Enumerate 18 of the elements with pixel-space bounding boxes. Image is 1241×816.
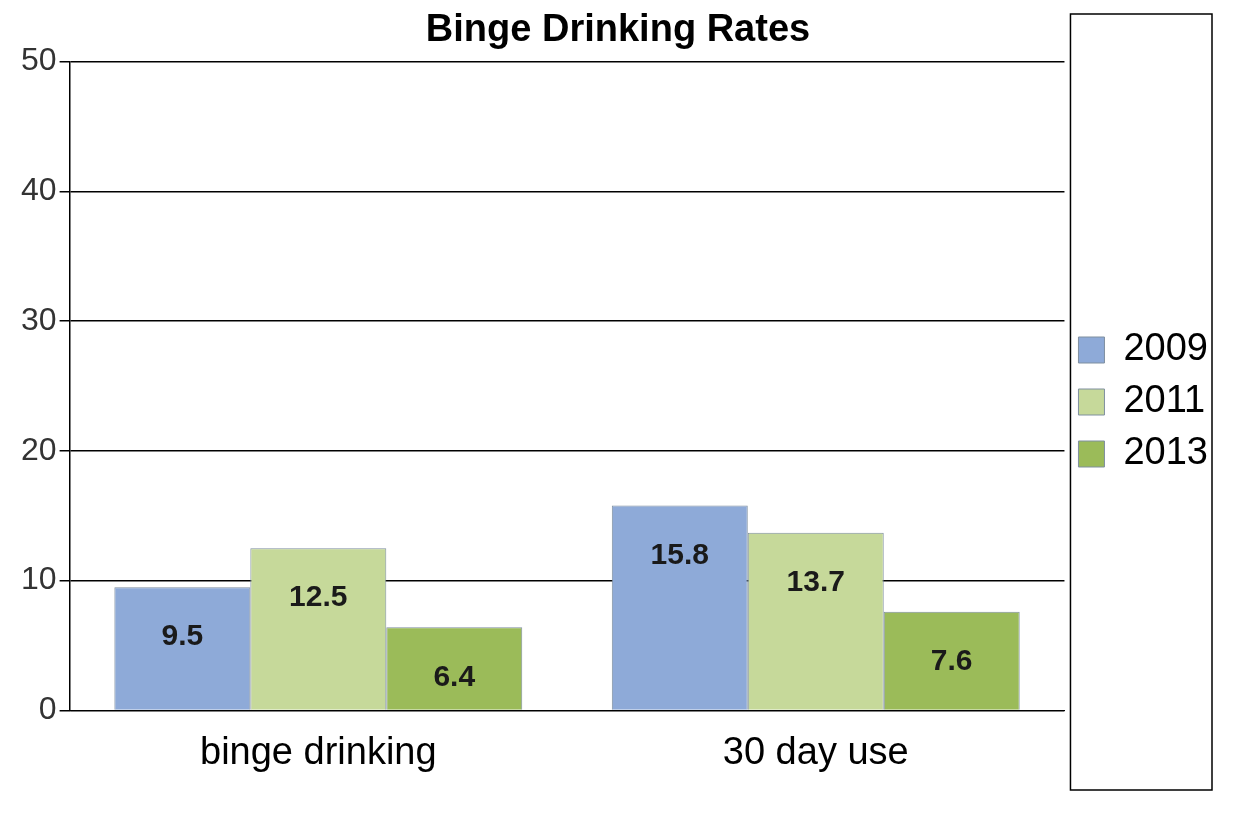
data-label: 7.6: [930, 643, 973, 677]
x-tick-label: binge drinking: [200, 729, 437, 772]
data-label: 6.4: [433, 658, 476, 692]
y-tick-label: 50: [21, 41, 57, 78]
data-label: 9.5: [161, 618, 204, 652]
y-tick-label: 0: [38, 690, 57, 727]
data-label: 13.7: [786, 563, 845, 597]
data-label: 15.8: [650, 536, 709, 570]
chart-title: Binge Drinking Rates: [425, 7, 811, 50]
legend-label: 2009: [1123, 326, 1209, 369]
y-tick-label: 10: [21, 560, 57, 597]
legend-label: 2013: [1123, 430, 1209, 473]
legend-label: 2011: [1123, 378, 1206, 421]
y-tick-label: 20: [21, 430, 57, 467]
y-tick-label: 40: [21, 171, 57, 208]
x-tick-label: 30 day use: [722, 729, 909, 772]
y-tick-label: 30: [21, 300, 57, 337]
data-label: 12.5: [289, 579, 348, 613]
